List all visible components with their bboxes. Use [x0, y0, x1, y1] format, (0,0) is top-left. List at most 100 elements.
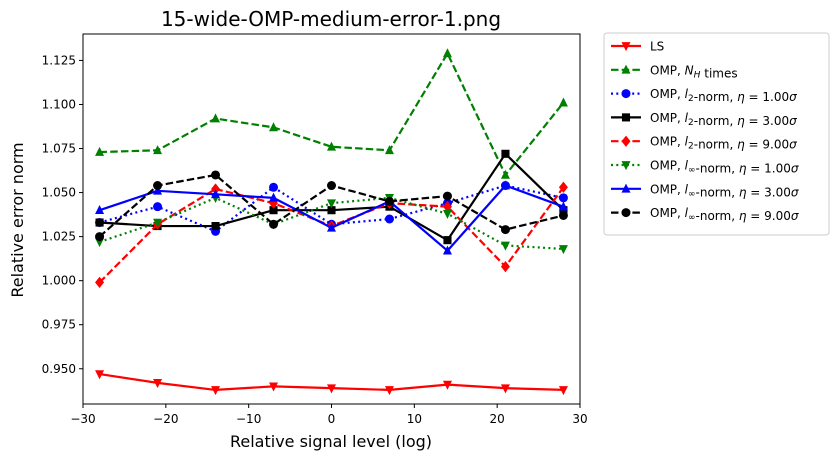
- data-point: [501, 149, 510, 158]
- data-point: [211, 189, 221, 199]
- data-point: [95, 205, 105, 215]
- data-point: [327, 384, 336, 394]
- series-2: [95, 48, 568, 179]
- legend-entry-label: OMP, l∞-norm, η = 9.00σ: [650, 206, 799, 223]
- data-point: [442, 380, 452, 390]
- series-8: [95, 170, 568, 242]
- data-point: [327, 222, 336, 232]
- data-point: [558, 245, 568, 255]
- data-point: [269, 122, 279, 132]
- data-point: [327, 141, 336, 151]
- data-point: [95, 218, 104, 227]
- data-point: [153, 181, 163, 191]
- data-point: [327, 206, 336, 215]
- x-tick-label: −10: [236, 412, 261, 426]
- legend-entry-label: OMP, NH times: [650, 63, 738, 80]
- series-line: [99, 184, 564, 233]
- legend-swatch-marker: [621, 42, 631, 52]
- data-point: [500, 180, 510, 190]
- legend-swatch-marker: [621, 64, 631, 74]
- data-point: [442, 209, 452, 219]
- data-point: [558, 97, 568, 107]
- legend-entry-label: OMP, l2-norm, η = 3.00σ: [650, 111, 797, 128]
- data-point: [269, 192, 279, 202]
- x-tick-label: −30: [70, 412, 95, 426]
- data-point: [384, 214, 394, 224]
- data-point: [211, 221, 220, 231]
- data-point: [211, 386, 221, 396]
- data-point: [558, 210, 568, 220]
- y-tick-label: 1.050: [42, 186, 76, 200]
- data-point: [558, 181, 568, 193]
- legend-swatch-marker: [621, 161, 631, 171]
- data-point: [384, 386, 394, 396]
- y-tick-label: 1.125: [42, 53, 76, 67]
- y-tick-label: 0.950: [42, 362, 76, 376]
- legend-swatch-marker: [621, 183, 631, 193]
- legend-swatch-marker: [621, 135, 631, 147]
- data-point: [500, 384, 510, 394]
- legend-entry-label: OMP, l∞-norm, η = 3.00σ: [650, 182, 799, 199]
- legend: LS OMP, NH times OMP, l2-norm, η = 1.00σ OM…: [603, 32, 830, 236]
- series-5: [95, 181, 568, 289]
- data-point: [95, 276, 105, 289]
- data-point: [442, 201, 452, 213]
- data-point: [442, 245, 452, 255]
- series-1: [95, 370, 568, 396]
- data-point: [153, 218, 163, 228]
- legend-entry-label: OMP, l2-norm, η = 1.00σ: [650, 87, 797, 104]
- series-7: [95, 180, 568, 255]
- data-point: [269, 182, 279, 192]
- data-point: [269, 219, 279, 229]
- data-point: [153, 379, 163, 389]
- plot-area: −30 −20 −10 0 10 20 30 0.950 0.975 1.000 1.025 1.05…: [42, 33, 588, 426]
- legend-swatch-marker: [621, 113, 631, 122]
- data-point: [500, 169, 510, 179]
- data-point: [153, 202, 163, 212]
- y-tick-label: 1.025: [42, 230, 76, 244]
- data-point: [500, 241, 510, 251]
- x-axis-label: Relative signal level (log): [230, 432, 432, 451]
- data-point: [384, 145, 394, 155]
- data-point: [95, 232, 105, 242]
- data-point: [153, 185, 163, 195]
- x-tick-label: 10: [407, 412, 422, 426]
- data-point: [269, 382, 279, 392]
- data-point: [211, 183, 221, 195]
- data-point: [558, 193, 568, 203]
- y-tick-label: 1.075: [42, 142, 76, 156]
- axes: −30 −20 −10 0 10 20 30 0.950 0.975 1.000 1.025 1.05…: [42, 33, 588, 426]
- series-line: [99, 184, 564, 252]
- data-point: [500, 260, 510, 273]
- data-point: [211, 170, 221, 180]
- y-axis-label: Relative error norm: [8, 142, 27, 297]
- chart-title: 15-wide-OMP-medium-error-1.png: [161, 7, 501, 31]
- series-6: [95, 194, 568, 255]
- data-point: [327, 199, 336, 209]
- legend-entry-label: OMP, l∞-norm, η = 1.00σ: [650, 159, 799, 176]
- data-point: [384, 196, 394, 206]
- data-point: [95, 370, 105, 380]
- x-tick-label: 0: [328, 412, 336, 426]
- legend-swatch-marker: [621, 208, 631, 218]
- x-tick-label: 30: [572, 412, 587, 426]
- data-point: [442, 48, 452, 58]
- legend-entry-label: OMP, l2-norm, η = 9.00σ: [650, 135, 797, 152]
- data-point: [442, 191, 452, 201]
- legend-swatch-marker: [621, 89, 631, 99]
- data-point: [327, 181, 336, 191]
- data-point: [269, 206, 278, 215]
- data-point: [558, 201, 568, 211]
- data-point: [153, 145, 163, 155]
- y-tick-label: 0.975: [42, 318, 76, 332]
- y-tick-label: 1.000: [42, 274, 76, 288]
- data-point: [558, 386, 568, 396]
- series-line: [99, 52, 565, 177]
- data-point: [500, 225, 510, 235]
- y-tick-label: 1.100: [42, 97, 76, 111]
- data-point: [443, 236, 452, 245]
- data-point: [211, 113, 221, 123]
- x-tick-label: −20: [153, 412, 178, 426]
- legend-frame: [603, 32, 830, 236]
